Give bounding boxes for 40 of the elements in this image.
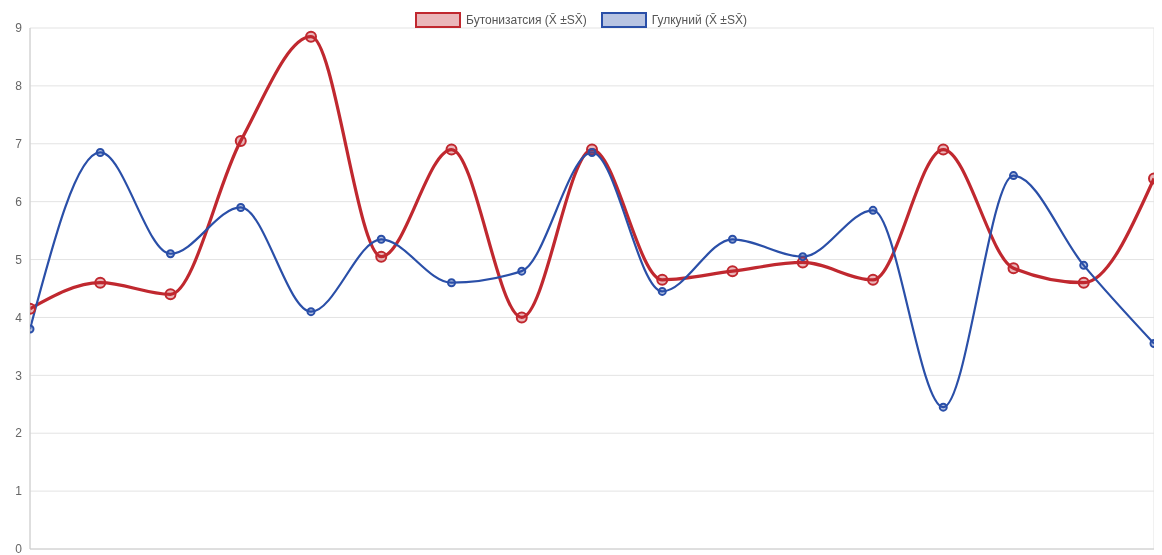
point	[306, 307, 316, 317]
y-tick-label: 5	[15, 252, 23, 267]
y-tick-label: 4	[15, 310, 23, 325]
point	[1077, 276, 1090, 289]
y-tick-label: 3	[15, 368, 23, 383]
point	[164, 288, 177, 301]
point	[867, 273, 879, 286]
point	[728, 234, 737, 244]
point	[305, 30, 317, 43]
y-tick-label: 2	[15, 426, 23, 441]
point	[868, 205, 878, 215]
y-tick-label: 8	[15, 79, 23, 94]
legend-label: Гулкуний (X̄ ±SX̄)	[651, 13, 747, 27]
point	[798, 252, 808, 262]
point	[1007, 262, 1020, 275]
point	[657, 286, 667, 296]
point	[515, 311, 528, 324]
y-tick-label: 0	[15, 542, 23, 555]
point	[94, 276, 107, 289]
point	[1079, 260, 1089, 270]
y-tick-label: 7	[15, 137, 23, 152]
point	[375, 250, 388, 263]
point	[376, 234, 386, 244]
point	[447, 278, 456, 288]
point	[95, 147, 105, 157]
point	[517, 266, 527, 276]
legend-label: Бутонизатсия (X̄ ±SX̄)	[466, 13, 587, 27]
point	[166, 249, 175, 259]
point	[937, 143, 950, 156]
point	[234, 134, 247, 147]
point	[1009, 171, 1018, 181]
point	[656, 273, 669, 286]
point	[587, 147, 597, 157]
point	[236, 202, 246, 212]
point	[938, 402, 948, 412]
y-tick-label: 6	[15, 194, 23, 209]
y-tick-label: 1	[15, 484, 23, 499]
point	[445, 143, 458, 156]
y-tick-label: 9	[15, 21, 23, 36]
point	[726, 265, 739, 278]
